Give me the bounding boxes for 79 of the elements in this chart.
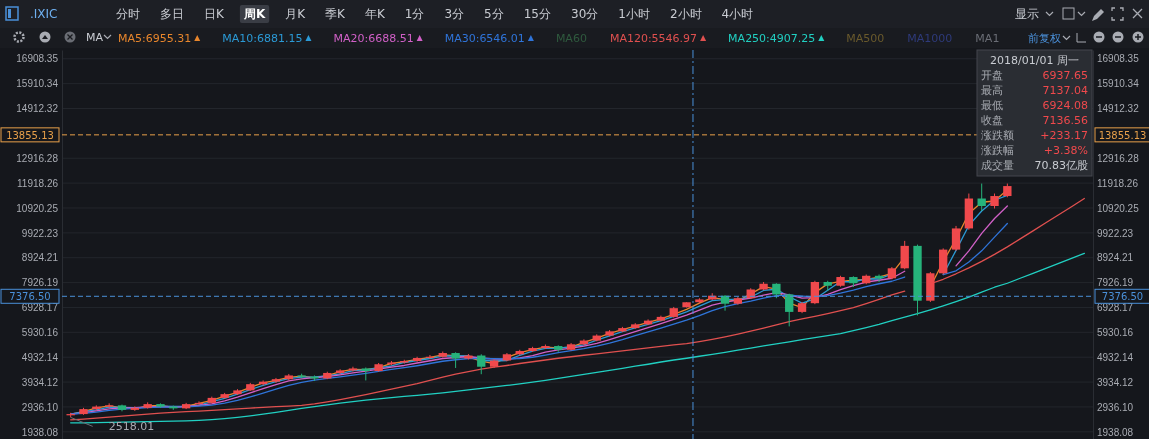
y-tick-label: 7926.19 [21,277,59,289]
legend-label: MA250:4907.25 [728,32,816,45]
y-tick-label: 6928.17 [21,302,59,314]
y2-tick-label: 8924.21 [1097,252,1134,264]
y2-tick-label: 5930.16 [1097,327,1134,339]
annotation: 最高 [981,84,1003,97]
text: 分时 [116,7,140,21]
annotation: 收盘 [981,114,1003,127]
text: 2小时 [669,7,702,21]
annotation: 开盘 [981,69,1003,82]
text: 30分 [571,7,599,21]
text: 3分 [444,7,465,21]
legend-label: MA30:6546.01 [444,32,525,45]
legend-label: MA20:6688.51 [333,32,414,45]
y-tick-label: 3934.12 [21,376,59,388]
y-tick-label: 1938.08 [21,426,59,438]
annotation: +3.38% [1043,144,1088,157]
ref-line-label: 7376.50 [1101,291,1144,303]
annotation: 最低 [981,99,1003,112]
y-tick-label: 4932.14 [21,351,59,363]
text: 前复权 [1028,32,1061,45]
text: 季K [325,7,347,21]
text: MA1000 [907,32,953,45]
text: 1小时 [618,7,650,21]
y-tick-label: 8924.21 [21,252,59,264]
legend-label: MA5:6955.31 [118,32,192,45]
text: 周K [242,7,266,21]
y2-tick-label: 9922.23 [1097,227,1134,239]
y-tick-label: 12916.28 [16,152,59,164]
annotation: 70.83亿股 [1034,159,1088,172]
text: MA [86,31,104,44]
text: MA60 [555,32,587,45]
y2-tick-label: 11918.26 [1097,177,1139,189]
annotation: 7136.56 [1042,114,1088,127]
y-tick-label: 15910.34 [16,78,59,90]
y2-tick-label: 15910.34 [1097,78,1140,90]
y-tick-label: 14912.32 [16,103,59,115]
text: 4小时 [721,7,754,21]
y2-tick-label: 10920.25 [1097,202,1140,214]
text: 1分 [404,7,425,21]
ref-line-label: 13855.13 [1098,129,1147,141]
text: MA500 [846,32,885,45]
y-tick-label: 5930.16 [21,327,59,339]
text: 5分 [484,7,504,21]
y2-tick-label: 2936.10 [1097,401,1134,413]
y-tick-label: 11918.26 [17,177,59,189]
annotation: +233.17 [1040,129,1088,142]
text: 13855.13 [6,129,54,141]
text: 显示 [1015,7,1039,21]
y2-tick-label: 14912.32 [1097,103,1140,115]
y2-tick-label: 3934.12 [1097,376,1134,388]
text: 年K [364,7,386,21]
annotation: 6924.08 [1042,99,1088,112]
annotation: 成交量 [981,159,1014,172]
y-tick-label: 16908.35 [16,53,59,65]
legend-label: MA120:5546.97 [609,32,698,45]
annotation: 7137.04 [1042,84,1088,97]
text: 日K [204,7,225,21]
annotation: 2018/01/01 周一 [990,54,1079,67]
text: 7376.50 [9,291,51,303]
annotation: 涨跌幅 [981,144,1014,157]
y-tick-label: 2936.10 [21,401,59,413]
text: 15分 [523,7,552,21]
chart-title: .IXIC [30,7,58,21]
y2-tick-label: 6928.17 [1097,302,1134,314]
y2-tick-label: 12916.28 [1097,152,1140,164]
annotation: 涨跌额 [981,129,1014,142]
legend-label: MA10:6881.15 [222,32,303,45]
text: MA1 [975,32,1000,45]
y-tick-label: 9922.23 [21,227,59,239]
y-tick-label: 10920.25 [16,202,59,214]
annotation: 2518.01 [108,420,155,434]
y2-tick-label: 4932.14 [1097,351,1134,363]
y2-tick-label: 16908.35 [1097,53,1140,65]
text: 月K [285,7,307,21]
text: 多日 [160,7,184,21]
annotation: 6937.65 [1042,69,1088,82]
y2-tick-label: 7926.19 [1097,277,1134,289]
y2-tick-label: 1938.08 [1097,426,1134,438]
